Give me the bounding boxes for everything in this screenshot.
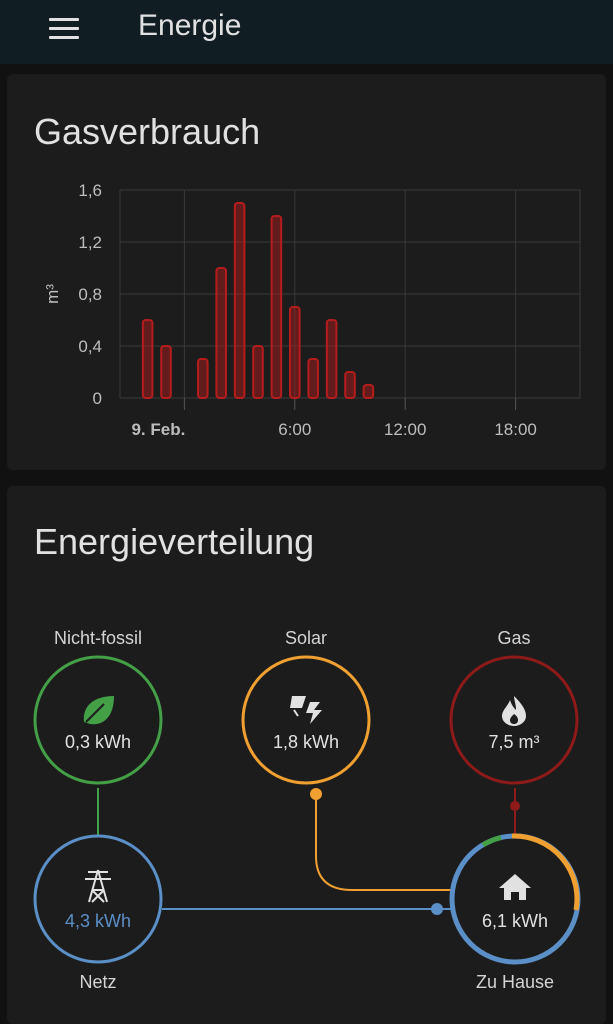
grid-flow-dot <box>431 903 443 915</box>
flow-line-solar-home <box>315 794 453 891</box>
fire-icon <box>502 696 526 726</box>
y-tick-label: 0 <box>93 389 102 408</box>
solar-value: 1,8 kWh <box>273 732 339 752</box>
gas-bar[interactable] <box>141 319 154 399</box>
page-title: Energie <box>138 9 242 42</box>
gas-bar[interactable] <box>233 202 246 399</box>
x-tick-label: 12:00 <box>384 420 427 439</box>
app-header: Energie <box>0 0 613 64</box>
y-tick-label: 0,4 <box>78 337 102 356</box>
gas-card-title: Gasverbrauch <box>34 111 261 152</box>
solar-node[interactable]: Solar 1,8 kWh <box>241 628 371 785</box>
transmission-tower-icon <box>85 869 111 903</box>
home-ring-solar-segment <box>511 833 580 911</box>
gas-bar[interactable] <box>160 345 172 399</box>
gas-bar[interactable] <box>197 358 209 399</box>
home-value: 6,1 kWh <box>482 911 548 931</box>
energy-distribution-card: Energieverteilung Nicht-fossil 0,3 kWh S… <box>7 486 606 1024</box>
grid-node[interactable]: 4,3 kWh Netz <box>33 834 163 992</box>
gas-bar[interactable] <box>325 319 338 399</box>
grid-value: 4,3 kWh <box>65 911 131 931</box>
gas-bar[interactable] <box>270 215 283 399</box>
gas-label: Gas <box>497 628 530 648</box>
gas-bar[interactable] <box>215 267 227 399</box>
leaf-icon <box>83 696 114 725</box>
distribution-card-title: Energieverteilung <box>34 521 315 562</box>
gas-bar[interactable] <box>252 345 264 399</box>
gas-bar-chart: 1,6 1,2 0,8 0,4 0 9. Feb. 6:00 12:00 18:00 m³ <box>43 181 581 439</box>
x-tick-label: 6:00 <box>278 420 311 439</box>
home-node[interactable]: 6,1 kWh Zu Hause <box>449 833 581 992</box>
fossil-free-label: Nicht-fossil <box>54 628 142 648</box>
y-tick-label: 1,6 <box>78 181 102 200</box>
home-label: Zu Hause <box>476 972 554 992</box>
energy-flow-diagram: Nicht-fossil 0,3 kWh Solar 1,8 kWh Gas <box>33 628 581 992</box>
fossil-free-value: 0,3 kWh <box>65 732 131 752</box>
x-tick-label: 9. Feb. <box>131 420 185 439</box>
fossil-free-node[interactable]: Nicht-fossil 0,3 kWh <box>33 628 163 785</box>
gas-bar[interactable] <box>362 384 375 399</box>
gas-flow-dot <box>510 801 520 811</box>
gas-bar[interactable] <box>307 358 319 399</box>
solar-label: Solar <box>285 628 327 648</box>
y-axis-label: m³ <box>43 284 62 304</box>
gas-bar[interactable] <box>289 306 301 399</box>
x-tick-label: 18:00 <box>494 420 537 439</box>
gas-bar[interactable] <box>344 371 356 399</box>
solar-flow-dot <box>310 788 322 800</box>
solar-power-icon <box>290 696 322 724</box>
y-tick-label: 0,8 <box>78 285 102 304</box>
home-ring-fossil-free-segment <box>481 835 502 848</box>
grid-label: Netz <box>79 972 116 992</box>
gas-node[interactable]: Gas 7,5 m³ <box>449 628 579 785</box>
hamburger-menu-icon[interactable] <box>40 8 88 48</box>
gas-value: 7,5 m³ <box>488 732 539 752</box>
home-icon <box>499 874 531 900</box>
gas-consumption-card: Gasverbrauch 1,6 1,2 0,8 0,4 0 9. Feb. 6:00 12:… <box>7 74 606 470</box>
y-tick-label: 1,2 <box>78 233 102 252</box>
